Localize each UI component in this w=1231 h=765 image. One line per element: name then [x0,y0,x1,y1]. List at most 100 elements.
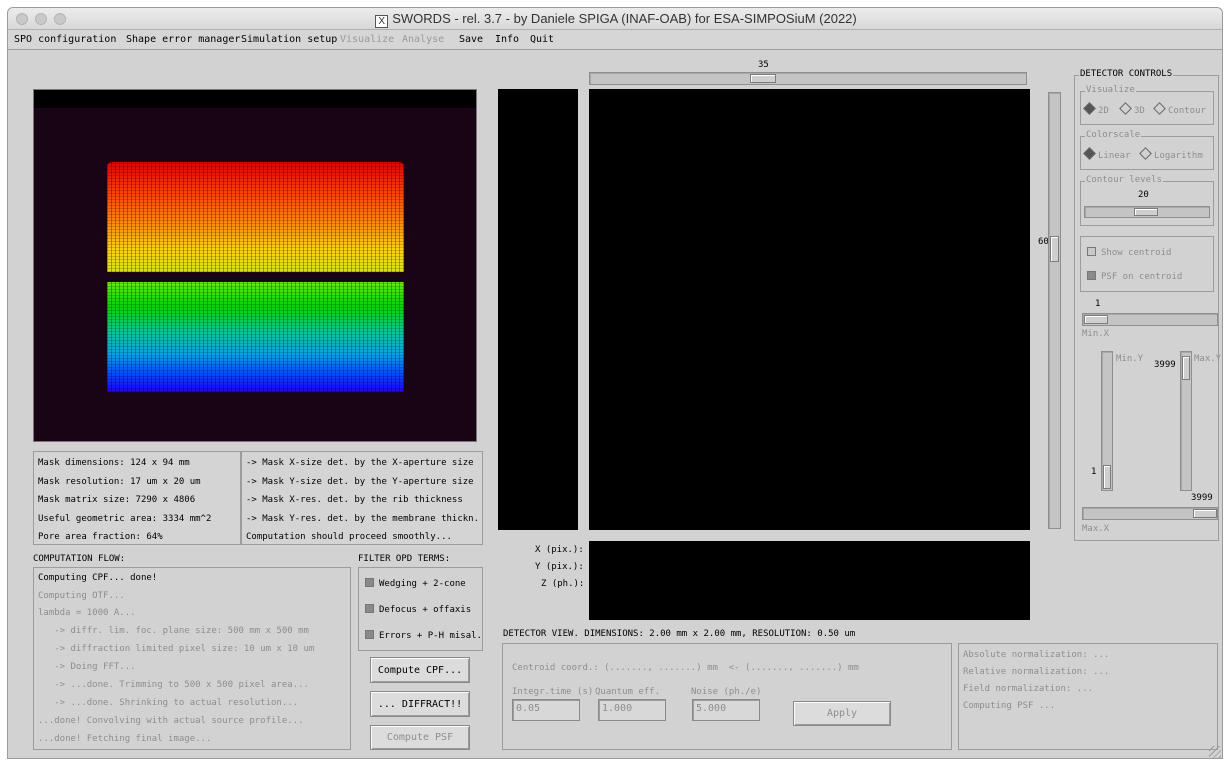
zoom-window-icon[interactable] [54,13,66,25]
mask-info-line: -> Mask Y-res. det. by the membrane thic… [246,514,479,524]
x-profile-plot[interactable] [589,541,1030,620]
log-line: -> Doing FFT... [38,662,136,672]
right-vertical-slider[interactable] [1048,92,1061,529]
normalization-line: Computing PSF ... [963,701,1056,711]
filter-errors-checkbox[interactable]: Errors + P-H misal. [365,630,482,641]
slider-thumb[interactable] [1050,236,1059,262]
min-x-slider[interactable] [1082,313,1218,326]
close-window-icon[interactable] [16,13,28,25]
normalization-panel: Absolute normalization: ... Relative nor… [958,643,1218,750]
visualize-group: Visualize 2D 3D Contour [1080,85,1214,125]
detector-view-caption: DETECTOR VIEW. DIMENSIONS: 2.00 mm x 2.0… [503,629,856,639]
checkbox-label: PSF on centroid [1101,272,1183,282]
diffract-button[interactable]: ... DIFFRACT!! [370,691,470,717]
app-window: X SWORDS - rel. 3.7 - by Daniele SPIGA (I… [7,7,1223,759]
max-x-value: 3999 [1191,493,1213,503]
max-y-label: Max.Y [1194,354,1222,364]
normalization-line: Field normalization: ... [963,684,1094,694]
radio-label: Logarithm [1154,151,1203,161]
window-title-text: SWORDS - rel. 3.7 - by Daniele SPIGA (IN… [392,11,857,26]
contour-levels-title: Contour levels [1085,175,1163,185]
mask-info-line: Computation should proceed smoothly... [246,532,452,542]
noise-input[interactable]: 5.000 [692,699,760,721]
mask-info-line: Useful geometric area: 3334 mm^2 [38,514,212,524]
normalization-line: Absolute normalization: ... [963,650,1110,660]
max-y-value: 3999 [1154,360,1176,370]
contour-levels-slider[interactable] [1084,206,1210,218]
window-title: X SWORDS - rel. 3.7 - by Daniele SPIGA (I… [8,11,1222,28]
computation-flow-log: Computing CPF... done! Computing OTF... … [33,567,351,750]
integration-time-input[interactable]: 0.05 [512,699,580,721]
menu-info[interactable]: Info [495,34,520,45]
filter-defocus-label: Defocus + offaxis [379,605,472,615]
visualize-group-title: Visualize [1085,85,1136,95]
colorscale-linear-radio[interactable]: Linear [1083,147,1131,161]
menu-visualize[interactable]: Visualize [340,34,395,45]
title-bar: X SWORDS - rel. 3.7 - by Daniele SPIGA (I… [8,8,1222,30]
slider-thumb[interactable] [1084,315,1108,324]
colorscale-log-radio[interactable]: Logarithm [1139,147,1203,161]
filter-opd-title: FILTER OPD TERMS: [358,554,451,564]
visualize-3d-radio[interactable]: 3D [1119,102,1145,116]
filter-wedging-checkbox[interactable]: Wedging + 2-cone [365,578,466,589]
menu-analyse[interactable]: Analyse [402,34,445,45]
min-x-label: Min.X [1082,329,1110,339]
mask-info-line: Mask dimensions: 124 x 94 mm [38,458,190,468]
max-x-slider[interactable] [1082,507,1218,520]
min-x-value: 1 [1095,299,1101,309]
detector-plot[interactable] [589,89,1030,530]
min-y-slider[interactable] [1101,351,1113,491]
filter-wedging-label: Wedging + 2-cone [379,579,466,589]
slider-thumb[interactable] [1134,208,1158,216]
checkbox-label: Show centroid [1101,248,1172,258]
filter-defocus-checkbox[interactable]: Defocus + offaxis [365,604,471,615]
menu-shape-error-manager[interactable]: Shape error manager [126,34,241,45]
mask-info-line: Pore area fraction: 64% [38,532,163,542]
contour-levels-group: Contour levels 20 [1080,175,1214,226]
mask-rib-pattern [107,282,404,392]
apply-button[interactable]: Apply [793,701,891,726]
menu-simulation-setup[interactable]: Simulation setup [241,34,338,45]
right-slider-value: 60 [1038,237,1049,247]
checkbox-icon [1087,247,1096,256]
show-centroid-checkbox[interactable]: Show centroid [1087,247,1171,258]
contour-levels-value: 20 [1138,190,1149,200]
visualize-contour-radio[interactable]: Contour [1153,102,1206,116]
compute-psf-button[interactable]: Compute PSF [370,725,470,750]
compute-cpf-button[interactable]: Compute CPF... [370,657,470,683]
top-horizontal-slider[interactable] [589,72,1027,85]
filter-errors-label: Errors + P-H misal. [379,631,482,641]
mask-info-line: -> Mask Y-size det. by the Y-aperture si… [246,477,474,487]
psf-on-centroid-checkbox[interactable]: PSF on centroid [1087,271,1182,282]
colorscale-group-title: Colorscale [1085,130,1142,140]
checkbox-icon [365,630,374,639]
menu-save[interactable]: Save [459,34,484,45]
log-line: ...done! Fetching final image... [38,734,212,744]
slider-thumb[interactable] [1193,509,1217,518]
quantum-eff-input[interactable]: 1.000 [598,699,666,721]
x-coord-label: X (pix.): [535,545,584,555]
log-line: -> diffraction limited pixel size: 10 um… [38,644,315,654]
mask-info-line: -> Mask X-res. det. by the rib thickness [246,495,463,505]
mask-upper-section [107,162,404,272]
y-profile-plot[interactable] [498,89,578,530]
menu-quit[interactable]: Quit [530,34,555,45]
detector-settings-panel: Centroid coord.: (......., .......) mm <… [502,643,952,750]
slider-thumb[interactable] [750,74,776,83]
max-y-slider[interactable] [1180,351,1192,491]
radio-icon [1119,102,1132,115]
minimize-window-icon[interactable] [35,13,47,25]
visualize-2d-radio[interactable]: 2D [1083,102,1109,116]
mask-canvas[interactable] [33,89,477,442]
menu-spo-configuration[interactable]: SPO configuration [14,34,117,45]
radio-label: 3D [1134,106,1145,116]
slider-thumb[interactable] [1103,465,1111,489]
menu-bar: SPO configuration Shape error manager Si… [8,30,1222,50]
slider-thumb[interactable] [1182,356,1190,380]
resize-grip-icon[interactable] [1209,746,1221,758]
radio-label: 2D [1098,106,1109,116]
integration-time-label: Integr.time (s) [512,687,594,697]
max-x-label: Max.X [1082,524,1110,534]
normalization-line: Relative normalization: ... [963,667,1110,677]
radio-label: Contour [1168,106,1206,116]
